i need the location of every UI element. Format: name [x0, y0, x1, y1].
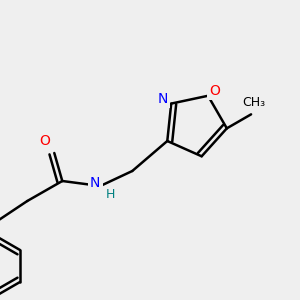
Text: O: O	[39, 134, 50, 148]
Text: N: N	[90, 176, 101, 190]
Text: O: O	[210, 84, 220, 98]
Text: CH₃: CH₃	[242, 96, 266, 109]
Text: N: N	[158, 92, 168, 106]
Text: H: H	[106, 188, 115, 200]
